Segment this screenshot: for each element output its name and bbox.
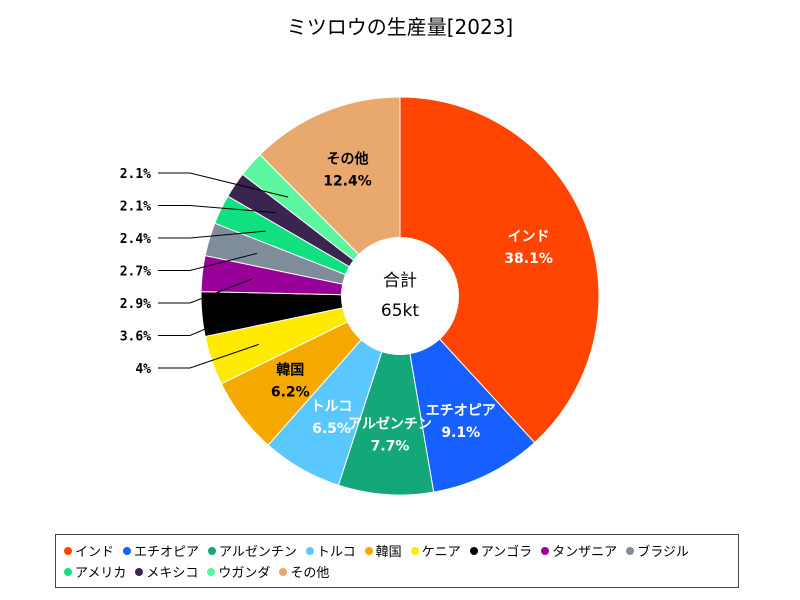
leader-line xyxy=(158,172,289,198)
leader-line xyxy=(158,230,266,239)
legend-label: タンザニア xyxy=(552,545,618,560)
donut-hole xyxy=(341,237,459,355)
slice-labels: インド 38.1% エチオピア 9.1% アルゼンチン 7.7% トルコ 6.5% 韓国 6.2%… xyxy=(120,150,553,454)
leader-line xyxy=(158,343,259,369)
legend-item: アメリカ xyxy=(64,561,126,582)
legend-item: アルゼンチン xyxy=(208,540,297,561)
legend-item: 韓国 xyxy=(364,540,402,561)
legend-item: タンザニア xyxy=(541,540,617,561)
legend-item: ケニア xyxy=(410,540,461,561)
legend-swatch xyxy=(626,546,635,555)
legend-item: アンゴラ xyxy=(469,540,533,561)
legend-label: メキシコ xyxy=(146,566,199,581)
leader-line xyxy=(158,252,258,271)
legend-swatch xyxy=(469,546,478,555)
legend-label: アンゴラ xyxy=(480,545,533,560)
slice-value-label: 4% xyxy=(135,362,151,377)
slice-name-label: インド xyxy=(508,229,550,245)
slice-name-label: 韓国 xyxy=(276,362,304,379)
legend-label: トルコ xyxy=(316,545,356,560)
slice-value-label: 7.7% xyxy=(371,439,410,455)
legend-label: インド xyxy=(75,545,115,560)
legend-item: ウガンダ xyxy=(207,561,270,582)
legend-swatch xyxy=(279,567,288,576)
pie-slice xyxy=(399,294,536,493)
slice-name-label: その他 xyxy=(327,150,369,167)
pie-slice xyxy=(337,295,435,496)
legend-swatch xyxy=(135,567,144,576)
legend-item: メキシコ xyxy=(135,561,198,582)
legend-label: エチオピア xyxy=(134,545,200,560)
pie-slice xyxy=(399,96,600,444)
chart-title: ミツロウの生産量[2023] xyxy=(287,15,514,39)
legend-swatch xyxy=(208,546,217,555)
slice-name-label: トルコ xyxy=(311,399,353,415)
leader-line xyxy=(158,205,277,214)
legend-item: エチオピア xyxy=(123,540,199,561)
legend-label: アルゼンチン xyxy=(219,545,297,560)
slice-value-label: 2.9% xyxy=(120,297,151,312)
legend-label: その他 xyxy=(290,566,330,581)
legend-swatch xyxy=(305,546,314,555)
slice-value-label: 3.6% xyxy=(120,330,151,345)
legend-label: ブラジル xyxy=(637,545,689,560)
legend-swatch xyxy=(64,567,72,576)
slice-name-label: アルゼンチン xyxy=(348,416,432,433)
legend-swatch xyxy=(410,546,419,555)
slice-value-label: 2.4% xyxy=(120,232,151,247)
legend-item: その他 xyxy=(279,561,329,582)
legend-swatch xyxy=(207,567,216,576)
legend-item: トルコ xyxy=(305,540,356,561)
slice-value-label: 6.5% xyxy=(312,421,351,437)
slice-value-label: 2.1% xyxy=(120,200,151,215)
leader-line xyxy=(158,309,252,336)
slice-value-label: 2.1% xyxy=(120,167,151,182)
legend-swatch xyxy=(64,546,72,555)
legend-label: ケニア xyxy=(421,545,461,560)
legend-swatch xyxy=(541,546,550,555)
slice-value-label: 2.7% xyxy=(120,265,151,280)
legend-label: ウガンダ xyxy=(218,566,271,581)
chart-legend: インド エチオピア アルゼンチン トルコ 韓国 ケニア アンゴラ タンザニア ブラジルアメリカ メ… xyxy=(55,534,739,588)
slice-name-label: エチオピア xyxy=(426,403,496,419)
legend-item: ブラジル xyxy=(626,540,689,561)
legend-item: インド xyxy=(64,540,114,561)
slice-value-label: 38.1% xyxy=(504,251,553,267)
leader-line xyxy=(158,278,252,304)
slice-value-label: 9.1% xyxy=(441,425,480,441)
pie-slice xyxy=(259,96,401,298)
slice-value-label: 12.4% xyxy=(323,173,372,189)
legend-swatch xyxy=(123,546,132,555)
legend-swatch xyxy=(364,546,373,555)
center-value: 65kt xyxy=(381,301,419,321)
legend-label: 韓国 xyxy=(375,545,402,560)
slice-value-label: 6.2% xyxy=(271,385,310,401)
leader-lines xyxy=(158,172,289,369)
legend-label: アメリカ xyxy=(75,566,127,581)
center-label: 合計 xyxy=(383,271,417,291)
